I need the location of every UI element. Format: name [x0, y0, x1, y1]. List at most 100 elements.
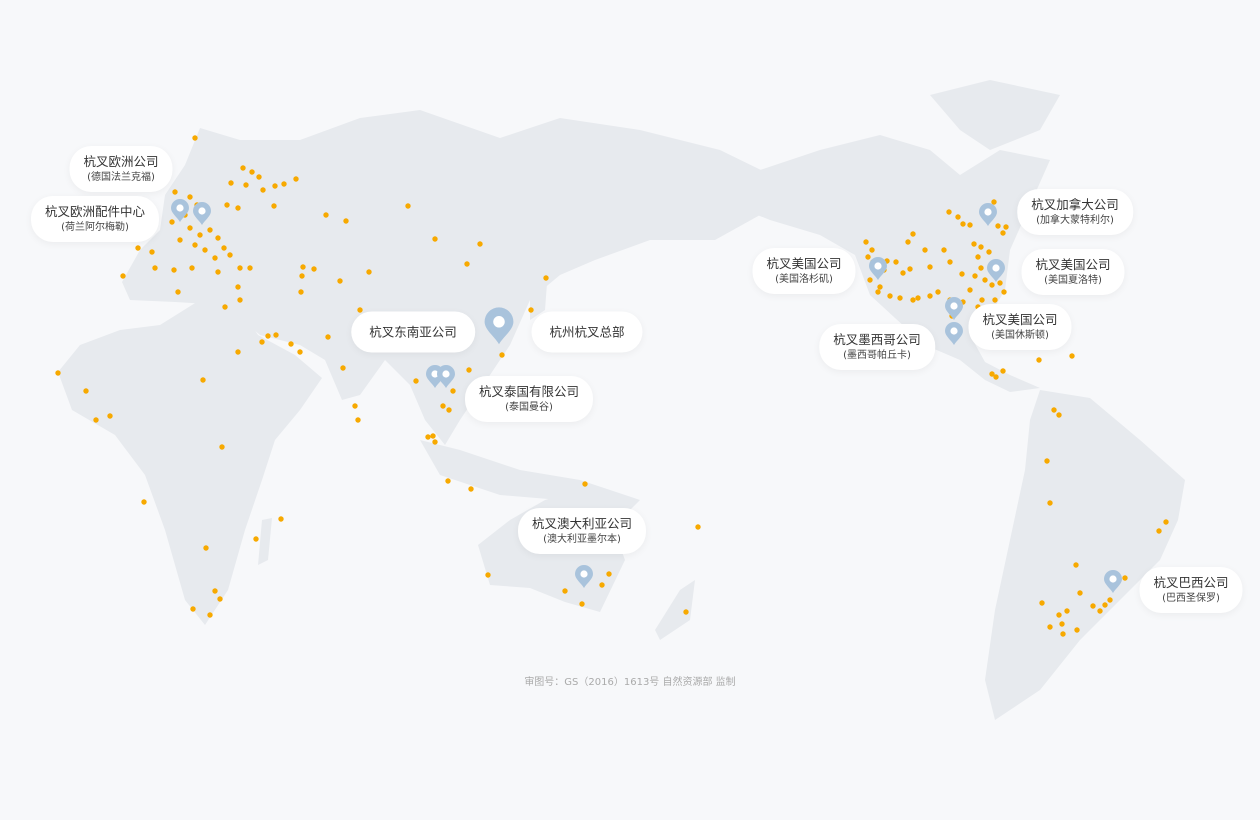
dealer-dot [927, 264, 933, 270]
dealer-dot [955, 214, 961, 220]
office-label-charlotte[interactable]: 杭叉美国公司 (美国夏洛特) [1021, 249, 1125, 295]
location-pin-icon[interactable] [193, 202, 211, 225]
dealer-dot [200, 377, 206, 383]
dealer-dot [120, 273, 126, 279]
location-pin-icon[interactable] [979, 203, 997, 226]
dealer-dot [1036, 357, 1042, 363]
dealer-dot [972, 273, 978, 279]
office-name: 杭叉美国公司 [982, 312, 1058, 327]
office-name: 杭叉澳大利亚公司 [531, 516, 633, 531]
office-name: 杭叉巴西公司 [1153, 575, 1229, 590]
dealer-dot [863, 239, 869, 245]
dealer-dot [897, 295, 903, 301]
dealer-dot [247, 265, 253, 271]
dealer-dot [272, 183, 278, 189]
office-label-hq[interactable]: 杭州杭叉总部 [531, 311, 643, 353]
dealer-dot [240, 165, 246, 171]
dealer-dot [978, 244, 984, 250]
dealer-dot [927, 293, 933, 299]
dealer-dot [485, 572, 491, 578]
location-pin-icon[interactable] [987, 259, 1005, 282]
dealer-dot [352, 403, 358, 409]
dealer-dot [875, 289, 881, 295]
dealer-dot [298, 289, 304, 295]
dealer-dot [993, 374, 999, 380]
dealer-dot [256, 174, 262, 180]
dealer-dot [1163, 519, 1169, 525]
office-name: 杭叉加拿大公司 [1031, 197, 1119, 212]
dealer-dot [192, 135, 198, 141]
office-label-southeast-asia[interactable]: 杭叉东南亚公司 [351, 311, 475, 353]
dealer-dot [413, 378, 419, 384]
landmasses [58, 80, 1185, 720]
dealer-dot [450, 388, 456, 394]
new-zealand [655, 580, 695, 640]
dealer-dot [865, 254, 871, 260]
office-label-montreal[interactable]: 杭叉加拿大公司 (加拿大蒙特利尔) [1017, 189, 1133, 235]
dealer-dot [466, 367, 472, 373]
dealer-dot [187, 194, 193, 200]
office-city: (加拿大蒙特利尔) [1036, 215, 1114, 226]
location-pin-icon[interactable] [1104, 570, 1122, 593]
location-pin-icon[interactable] [484, 307, 514, 345]
office-label-sao-paulo[interactable]: 杭叉巴西公司 (巴西圣保罗) [1139, 567, 1243, 613]
office-label-bangkok[interactable]: 杭叉泰国有限公司 (泰国曼谷) [464, 376, 594, 422]
dealer-dot [1044, 458, 1050, 464]
dealer-dot [887, 293, 893, 299]
location-pin-icon[interactable] [945, 322, 963, 345]
dealer-dot [141, 499, 147, 505]
office-label-frankfurt[interactable]: 杭叉欧洲公司 (德国法兰克福) [69, 146, 173, 192]
dealer-dot [237, 297, 243, 303]
dealer-dot [107, 413, 113, 419]
madagascar [258, 518, 272, 565]
office-name: 杭叉美国公司 [1035, 257, 1111, 272]
office-city: (泰国曼谷) [505, 402, 553, 413]
office-label-houston[interactable]: 杭叉美国公司 (美国休斯顿) [968, 304, 1072, 350]
location-pin-icon[interactable] [575, 565, 593, 588]
dealer-dot [288, 341, 294, 347]
dealer-dot [1039, 600, 1045, 606]
office-city: (美国夏洛特) [1044, 275, 1102, 286]
dealer-dot [207, 612, 213, 618]
dealer-dot [278, 516, 284, 522]
dealer-dot [971, 241, 977, 247]
dealer-dot [1060, 631, 1066, 637]
office-name: 杭叉东南亚公司 [369, 324, 457, 340]
dealer-dot [946, 209, 952, 215]
location-pin-icon[interactable] [437, 365, 455, 388]
location-pin-icon[interactable] [945, 297, 963, 320]
office-name: 杭叉泰国有限公司 [478, 384, 580, 399]
dealer-dot [219, 444, 225, 450]
dealer-dot [1056, 612, 1062, 618]
dealer-dot [1001, 289, 1007, 295]
location-pin-icon[interactable] [869, 257, 887, 280]
office-label-los-angeles[interactable]: 杭叉美国公司 (美国洛杉矶) [752, 248, 856, 294]
dealer-dot [960, 221, 966, 227]
dealer-dot [323, 212, 329, 218]
dealer-dot [135, 245, 141, 251]
location-pin-icon[interactable] [171, 199, 189, 222]
office-label-pachuca[interactable]: 杭叉墨西哥公司 (墨西哥帕丘卡) [819, 324, 935, 370]
dealer-dot [235, 205, 241, 211]
dealer-dot [152, 265, 158, 271]
dealer-dot [582, 481, 588, 487]
greenland [930, 80, 1060, 150]
dealer-dot [340, 365, 346, 371]
office-label-melbourne[interactable]: 杭叉澳大利亚公司 (澳大利亚墨尔本) [517, 508, 647, 554]
dealer-dot [355, 417, 361, 423]
dealer-dot [202, 247, 208, 253]
dealer-dot [1156, 528, 1162, 534]
dealer-dot [1056, 412, 1062, 418]
dealer-dot [986, 249, 992, 255]
dealer-dot [893, 259, 899, 265]
dealer-dot [366, 269, 372, 275]
dealer-dot [215, 269, 221, 275]
dealer-dot [499, 352, 505, 358]
office-label-almere[interactable]: 杭叉欧洲配件中心 (荷兰阿尔梅勒) [30, 196, 160, 242]
dealer-dot [978, 265, 984, 271]
dealer-dot [959, 271, 965, 277]
dealer-dot [915, 295, 921, 301]
dealer-dot [922, 247, 928, 253]
dealer-dot [1073, 562, 1079, 568]
